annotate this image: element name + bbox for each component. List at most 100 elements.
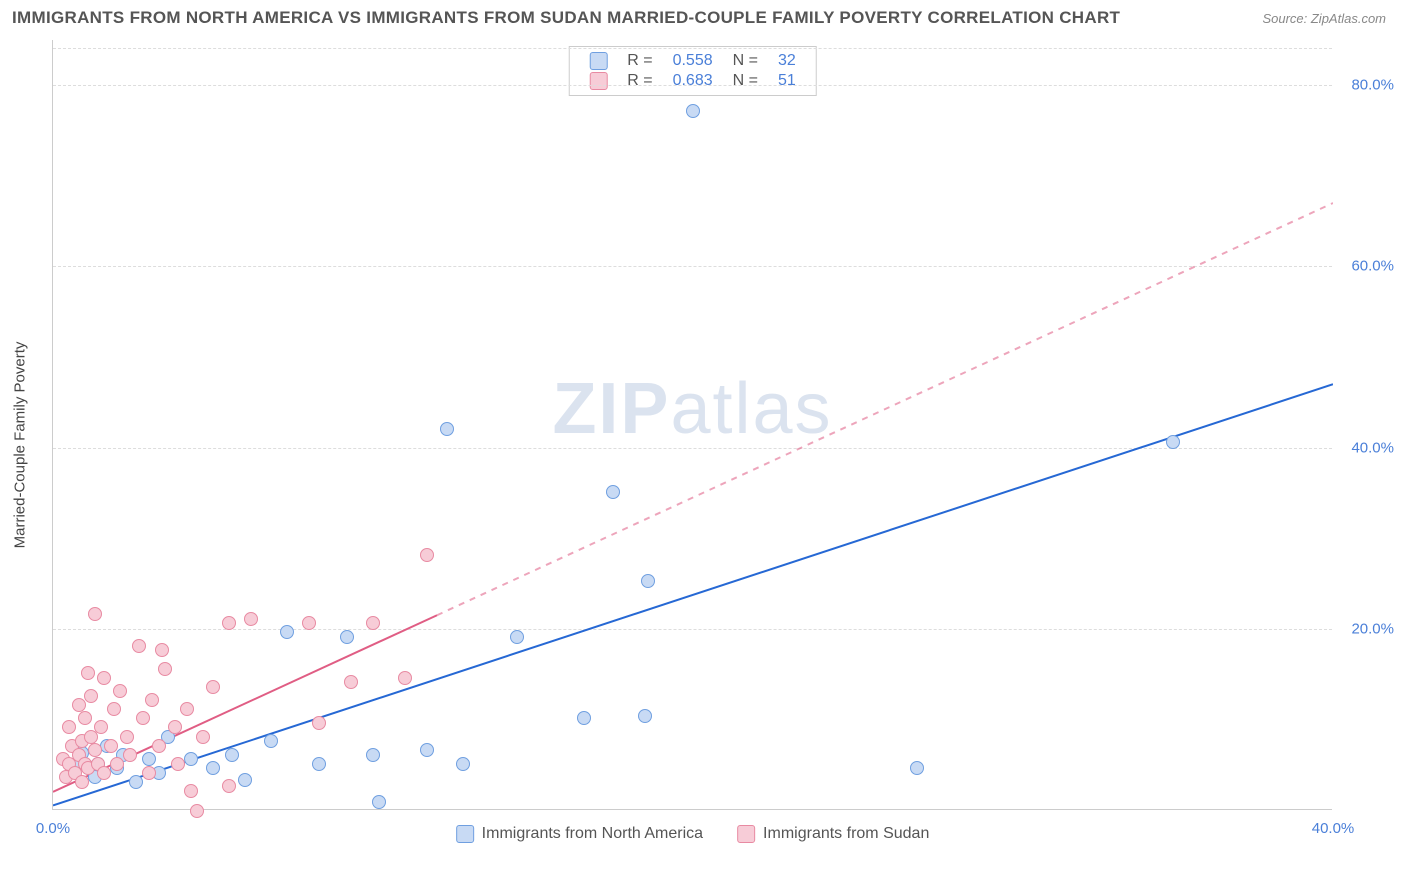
data-point (81, 666, 95, 680)
legend-row: R =0.558N =32 (579, 51, 806, 71)
data-point (168, 720, 182, 734)
y-tick-label: 40.0% (1351, 439, 1394, 456)
data-point (88, 607, 102, 621)
data-point (72, 698, 86, 712)
gridline (53, 266, 1332, 267)
data-point (158, 662, 172, 676)
y-axis-label: Married-Couple Family Poverty (12, 342, 29, 549)
trend-lines (53, 40, 1333, 810)
data-point (398, 671, 412, 685)
data-point (120, 730, 134, 744)
legend-series: Immigrants from North America Immigrants … (456, 825, 930, 843)
data-point (123, 748, 137, 762)
legend-item: Immigrants from Sudan (737, 825, 929, 843)
data-point (110, 757, 124, 771)
source-attribution: Source: ZipAtlas.com (1262, 11, 1386, 26)
x-tick-label: 0.0% (36, 820, 70, 837)
data-point (238, 773, 252, 787)
scatter-plot: ZIPatlas R =0.558N =32R =0.683N =51 Immi… (52, 40, 1332, 810)
chart-area: Married-Couple Family Poverty ZIPatlas R… (28, 40, 1398, 850)
data-point (152, 739, 166, 753)
data-point (302, 616, 316, 630)
data-point (62, 720, 76, 734)
legend-label: Immigrants from North America (482, 825, 703, 843)
data-point (107, 702, 121, 716)
gridline (53, 629, 1332, 630)
legend-r-label: R = (617, 71, 662, 91)
data-point (206, 680, 220, 694)
data-point (97, 671, 111, 685)
legend-swatch (737, 825, 755, 843)
data-point (372, 795, 386, 809)
data-point (78, 711, 92, 725)
legend-r-value: 0.558 (663, 51, 723, 71)
data-point (641, 574, 655, 588)
data-point (225, 748, 239, 762)
header: IMMIGRANTS FROM NORTH AMERICA VS IMMIGRA… (0, 0, 1406, 32)
data-point (145, 693, 159, 707)
data-point (180, 702, 194, 716)
data-point (1166, 435, 1180, 449)
gridline (53, 48, 1332, 49)
y-tick-label: 20.0% (1351, 620, 1394, 637)
legend-n-label: N = (723, 71, 768, 91)
data-point (577, 711, 591, 725)
data-point (142, 752, 156, 766)
data-point (910, 761, 924, 775)
data-point (190, 804, 204, 818)
legend-swatch (589, 72, 607, 90)
x-tick-label: 40.0% (1312, 820, 1355, 837)
data-point (155, 643, 169, 657)
data-point (222, 616, 236, 630)
data-point (440, 422, 454, 436)
watermark-light: atlas (670, 369, 832, 449)
data-point (420, 743, 434, 757)
data-point (244, 612, 258, 626)
data-point (340, 630, 354, 644)
data-point (113, 684, 127, 698)
data-point (84, 689, 98, 703)
data-point (510, 630, 524, 644)
watermark-bold: ZIP (552, 369, 670, 449)
page-title: IMMIGRANTS FROM NORTH AMERICA VS IMMIGRA… (12, 8, 1120, 28)
data-point (132, 639, 146, 653)
data-point (312, 716, 326, 730)
data-point (366, 616, 380, 630)
data-point (88, 743, 102, 757)
data-point (344, 675, 358, 689)
data-point (312, 757, 326, 771)
legend-label: Immigrants from Sudan (763, 825, 929, 843)
legend-swatch (456, 825, 474, 843)
gridline (53, 448, 1332, 449)
data-point (142, 766, 156, 780)
data-point (686, 104, 700, 118)
legend-item: Immigrants from North America (456, 825, 703, 843)
legend-n-value: 51 (768, 71, 806, 91)
data-point (196, 730, 210, 744)
legend-n-label: N = (723, 51, 768, 71)
legend-r-value: 0.683 (663, 71, 723, 91)
data-point (456, 757, 470, 771)
data-point (129, 775, 143, 789)
data-point (638, 709, 652, 723)
data-point (222, 779, 236, 793)
y-tick-label: 80.0% (1351, 77, 1394, 94)
y-tick-label: 60.0% (1351, 258, 1394, 275)
data-point (184, 784, 198, 798)
data-point (97, 766, 111, 780)
data-point (606, 485, 620, 499)
data-point (94, 720, 108, 734)
legend-n-value: 32 (768, 51, 806, 71)
gridline (53, 85, 1332, 86)
data-point (75, 775, 89, 789)
data-point (206, 761, 220, 775)
data-point (280, 625, 294, 639)
data-point (366, 748, 380, 762)
data-point (420, 548, 434, 562)
watermark: ZIPatlas (552, 368, 832, 450)
data-point (136, 711, 150, 725)
data-point (171, 757, 185, 771)
legend-row: R =0.683N =51 (579, 71, 806, 91)
legend-correlation: R =0.558N =32R =0.683N =51 (568, 46, 817, 96)
data-point (104, 739, 118, 753)
